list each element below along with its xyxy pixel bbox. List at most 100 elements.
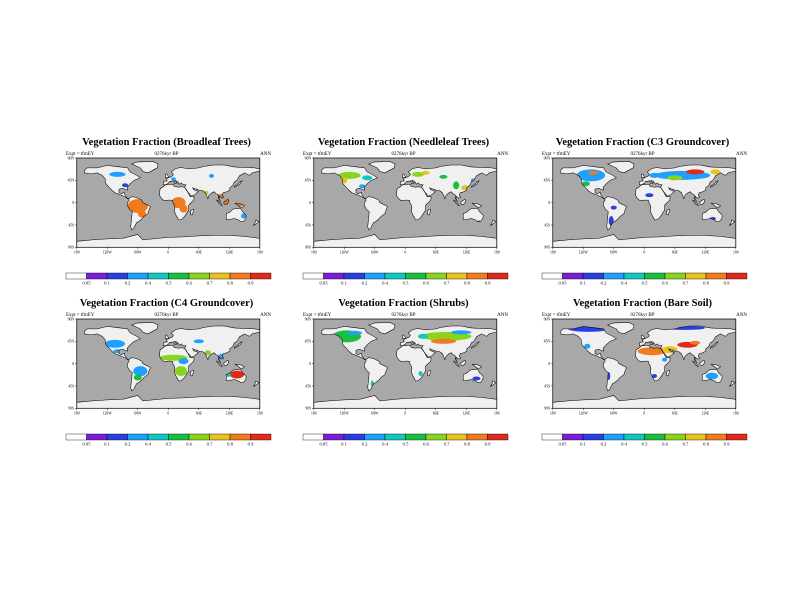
colorbar-swatch xyxy=(726,433,748,441)
antarctica-outline-fill xyxy=(552,234,736,248)
colorbar-swatch xyxy=(209,272,231,280)
y-tick-label: 45S xyxy=(544,384,550,388)
north-america-outline xyxy=(560,165,617,199)
colorbar-label: 0.8 xyxy=(464,442,470,447)
colorbar-label: 0.4 xyxy=(621,281,627,286)
colorbar-swatch xyxy=(405,272,427,280)
experiment-label: Expt = tfmEY xyxy=(66,152,95,157)
x-tick-label: 120W xyxy=(340,412,350,416)
x-tick-label: 60W xyxy=(371,412,379,416)
madagascar-outline xyxy=(666,208,671,216)
madagascar-outline-fill xyxy=(666,209,670,216)
map-plot: 180 120W 60W 0 60E 120E 180 90N 45N 0 45S 90S xyxy=(68,317,263,416)
south-america-outline xyxy=(363,196,388,231)
japan-outline-fill xyxy=(710,180,719,188)
colorbar-label: 0.5 xyxy=(166,281,172,286)
period-label: 0276kyr BP xyxy=(154,152,179,157)
eurasia-outline-fill xyxy=(163,325,260,363)
y-tick-label: 0 xyxy=(72,201,74,205)
map-plot: 180 120W 60W 0 60E 120E 180 90N 45N 0 45S 90S xyxy=(68,156,263,255)
japan-outline xyxy=(709,180,719,188)
new-guinea-outline xyxy=(234,202,246,208)
field-region xyxy=(705,372,719,380)
borneo-outline xyxy=(223,198,230,205)
britain-outline-fill xyxy=(402,173,406,178)
colorbar: 0.05 0.1 0.2 0.4 0.5 0.6 0.7 0.8 0.9 xyxy=(302,272,509,286)
x-tick-label: 60W xyxy=(134,251,142,255)
colorbar-swatch xyxy=(364,272,386,280)
colorbar-label: 0.05 xyxy=(558,281,567,286)
colorbar-swatch xyxy=(685,272,707,280)
africa-outline xyxy=(396,344,432,382)
colorbar: 0.05 0.1 0.2 0.4 0.5 0.6 0.7 0.8 0.9 xyxy=(302,433,509,447)
y-tick-label: 45S xyxy=(68,384,74,388)
x-tick-label: 0 xyxy=(643,412,645,416)
field-region xyxy=(637,347,667,356)
new-guinea-outline xyxy=(234,363,246,369)
x-tick-label: 120E xyxy=(225,412,234,416)
season-label: ANN xyxy=(260,152,271,157)
australia-outline xyxy=(225,207,247,222)
greenland-outline xyxy=(606,161,635,174)
colorbar-swatch xyxy=(323,433,345,441)
field-region xyxy=(411,171,425,177)
field-region xyxy=(584,343,591,349)
y-tick-label: 90S xyxy=(68,407,74,411)
colorbar-label: 0.8 xyxy=(703,281,709,286)
x-tick-label: 0 xyxy=(167,412,169,416)
y-tick-label: 90N xyxy=(544,317,551,321)
colorbar-label: 0.7 xyxy=(207,281,213,286)
new-guinea-outline xyxy=(710,363,722,369)
japan-outline xyxy=(470,180,480,188)
colorbar-swatch xyxy=(487,272,509,280)
colorbar-swatch xyxy=(86,433,108,441)
africa-outline xyxy=(159,183,195,221)
greenland-outline-fill xyxy=(131,161,159,173)
colorbar-swatch xyxy=(562,433,584,441)
antarctica-outline-fill xyxy=(552,395,736,409)
colorbar-label: 0.4 xyxy=(382,281,388,286)
colorbar-swatch xyxy=(562,272,584,280)
field-region xyxy=(710,169,721,175)
australia-outline xyxy=(701,368,723,383)
sumatra-outline xyxy=(215,360,223,368)
greenland-outline-fill xyxy=(607,161,635,173)
y-tick-label: 90N xyxy=(544,156,551,160)
colorbar-label: 0.8 xyxy=(703,442,709,447)
colorbar: 0.05 0.1 0.2 0.4 0.5 0.6 0.7 0.8 0.9 xyxy=(65,272,272,286)
x-tick-label: 180 xyxy=(550,251,556,255)
panel-needleleaf-trees: Vegetation Fraction (Needleleaf Trees) E… xyxy=(291,137,516,297)
colorbar-swatch xyxy=(147,272,169,280)
colorbar-swatch xyxy=(229,272,251,280)
britain-outline xyxy=(640,334,646,340)
experiment-label: Expt = tfmEY xyxy=(303,152,332,157)
x-tick-label: 60E xyxy=(196,412,203,416)
x-tick-label: 60W xyxy=(134,412,142,416)
madagascar-outline xyxy=(427,208,432,216)
south-america-outline xyxy=(363,357,388,392)
madagascar-outline-fill xyxy=(190,370,194,377)
x-tick-label: 0 xyxy=(643,251,645,255)
australia-outline-fill xyxy=(226,208,247,222)
japan-outline xyxy=(470,341,480,349)
colorbar-label: 0.2 xyxy=(601,442,607,447)
y-tick-label: 45N xyxy=(544,179,551,183)
japan-outline-fill xyxy=(471,180,480,188)
south-america-outline-fill xyxy=(364,196,388,230)
colorbar-label: 0.2 xyxy=(362,281,368,286)
x-tick-label: 120W xyxy=(340,251,350,255)
map-plot: 180 120W 60W 0 60E 120E 180 90N 45N 0 45S 90S xyxy=(305,317,500,416)
x-tick-label: 180 xyxy=(257,412,263,416)
colorbar-swatch xyxy=(726,272,748,280)
field-region xyxy=(662,357,668,362)
britain-outline-fill xyxy=(402,334,406,339)
panel-c3-groundcover: Vegetation Fraction (C3 Groundcover) Exp… xyxy=(530,137,755,297)
field-region xyxy=(133,366,148,377)
new-guinea-outline xyxy=(471,202,483,208)
field-region xyxy=(418,371,423,377)
north-america-outline xyxy=(321,165,378,199)
new-guinea-outline-fill xyxy=(234,364,245,369)
colorbar-swatch xyxy=(65,433,87,441)
eurasia-outline xyxy=(399,325,498,363)
greenland-outline xyxy=(606,322,635,335)
